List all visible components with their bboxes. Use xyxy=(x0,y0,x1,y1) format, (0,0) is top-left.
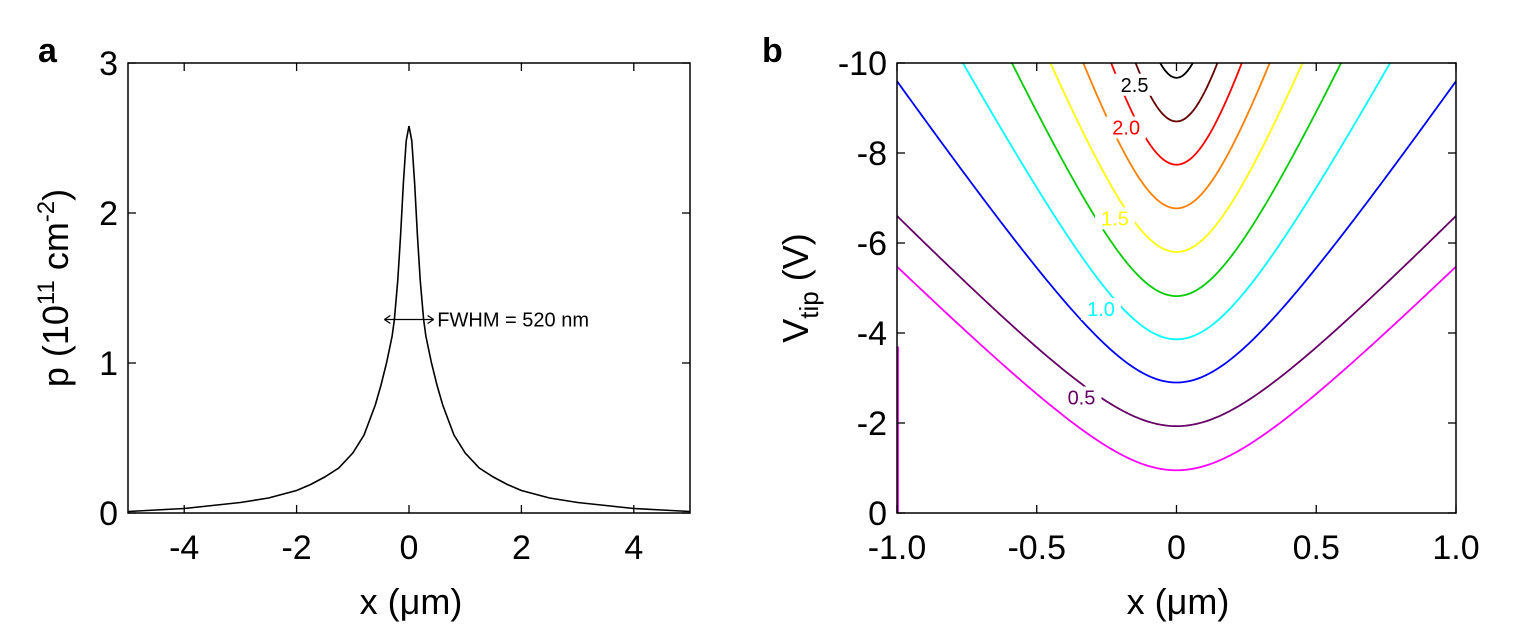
fwhm-arrowheads xyxy=(384,314,434,325)
panel-b-x-tick-label: -0.5 xyxy=(1007,529,1066,567)
panel-b-x-ticks: -1.0 -0.5 0 0.5 1.0 xyxy=(868,63,1480,567)
contour-line xyxy=(897,265,1456,472)
contour-line xyxy=(1010,63,1343,298)
panel-a-x-tick-label: 2 xyxy=(512,529,531,567)
contour-label-bg xyxy=(1114,73,1155,96)
panel-b-y-ticks: 0 -2 -4 -6 -8 -10 xyxy=(838,45,1456,533)
panel-a-x-tick-label: -4 xyxy=(169,529,199,567)
panel-b-y-tick-label: -6 xyxy=(857,225,887,263)
panel-a: a -4 -2 0 2 4 0 1 2 3 x (μm) p (1011 cm-2) FWHM… xyxy=(33,32,691,622)
panel-b-y-tick-label: -2 xyxy=(857,405,887,443)
contour-label-bg xyxy=(1106,116,1147,139)
panel-b-y-tick-label: -10 xyxy=(838,45,887,83)
panel-b-y-tick-label: 0 xyxy=(868,495,887,533)
contour-label: 2.5 xyxy=(1121,75,1149,97)
panel-a-y-axis-label: p (1011 cm-2) xyxy=(33,189,76,387)
contour-line xyxy=(897,80,1456,384)
panel-a-plot-area xyxy=(127,62,691,514)
panel-b-x-tick-label: 0 xyxy=(1167,529,1186,567)
panel-b-y-tick-label: -4 xyxy=(857,315,887,353)
contour-label-bg xyxy=(1061,386,1102,409)
panel-b-x-tick-label: 1.0 xyxy=(1432,529,1479,567)
panel-b-plot-area xyxy=(896,62,1457,514)
panel-b-letter: b xyxy=(762,32,783,70)
panel-a-y-ticks: 0 1 2 3 xyxy=(99,45,690,533)
panel-a-series-line xyxy=(127,125,691,513)
panel-a-x-ticks: -4 -2 0 2 4 xyxy=(169,63,643,567)
panel-a-x-tick-label: 4 xyxy=(624,529,643,567)
contour-label: 2.0 xyxy=(1112,118,1140,140)
contour-label-bg xyxy=(1081,297,1122,320)
contour-line xyxy=(1110,63,1243,166)
panel-a-y-tick-label: 3 xyxy=(99,45,118,83)
contour-line xyxy=(1082,63,1271,210)
contour-line xyxy=(1159,63,1194,79)
panel-b-y-tick-label: -8 xyxy=(857,135,887,173)
panel-a-x-tick-label: 0 xyxy=(400,529,419,567)
contour-line xyxy=(1049,63,1304,253)
contour-label-bg xyxy=(1095,207,1136,230)
panel-a-letter: a xyxy=(38,32,58,70)
panel-a-frame xyxy=(127,62,691,514)
panel-b-x-tick-label: 0.5 xyxy=(1293,529,1340,567)
panel-b-contour-labels: 0.5 1.0 1.5 2.0 2.5 xyxy=(1061,73,1155,410)
panel-a-y-tick-label: 2 xyxy=(99,195,118,233)
contour-line xyxy=(1134,63,1219,123)
contour-label: 1.0 xyxy=(1087,299,1115,321)
panel-b-y-axis-label: Vtip (V) xyxy=(775,233,824,342)
panel-b-contour-group xyxy=(897,63,1456,513)
panel-b-frame xyxy=(896,62,1457,514)
contour-label: 1.5 xyxy=(1101,208,1129,230)
panel-b-x-tick-label: -1.0 xyxy=(868,529,927,567)
contour-line xyxy=(961,63,1392,341)
contour-line xyxy=(897,215,1456,428)
fwhm-label: FWHM = 520 nm xyxy=(437,310,589,332)
contour-label: 0.5 xyxy=(1068,388,1096,410)
panel-b-x-axis-label: x (μm) xyxy=(1127,581,1230,622)
panel-a-y-tick-label: 1 xyxy=(99,345,118,383)
panel-a-x-tick-label: -2 xyxy=(281,529,311,567)
fwhm-annotation: FWHM = 520 nm xyxy=(384,310,589,332)
panel-b: b -1.0 -0.5 0 0.5 1.0 0 -2 -4 -6 -8 -10 0.5 1.0 1.5… xyxy=(762,32,1480,622)
panel-a-y-tick-label: 0 xyxy=(99,495,118,533)
panel-a-x-axis-label: x (μm) xyxy=(360,581,463,622)
